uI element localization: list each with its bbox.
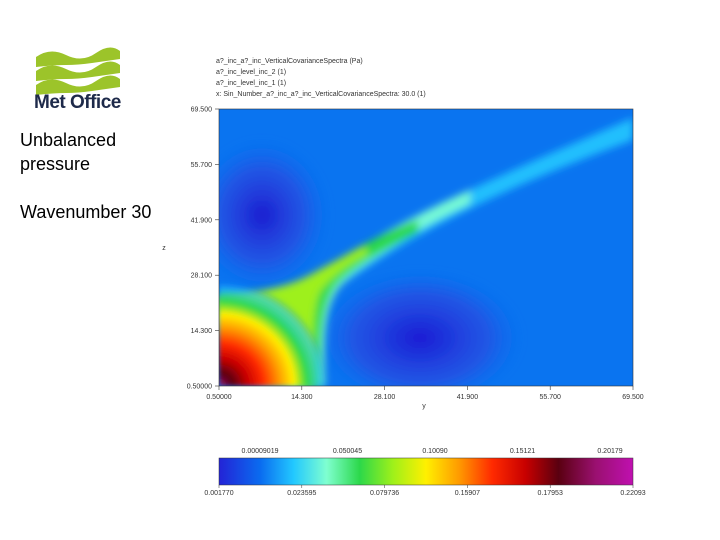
colorbar-bottom-label: 0.023595 <box>287 490 316 497</box>
y-tick-label: 41.900 <box>191 217 213 224</box>
colorbar-bottom-label: 0.15907 <box>455 490 480 497</box>
x-tick-label: 0.50000 <box>206 394 231 401</box>
heatmap-field <box>219 109 633 386</box>
colorbar-bottom-label: 0.001770 <box>204 490 233 497</box>
logo-wave-1 <box>36 47 120 67</box>
x-tick-label: 41.900 <box>457 394 479 401</box>
plot-frame <box>218 108 634 387</box>
y-axis: 0.50000 14.300 28.100 41.900 55.700 69.500 <box>187 107 219 391</box>
colorbar-bottom-label: 0.079736 <box>370 490 399 497</box>
x-tick-label: 69.500 <box>622 394 644 401</box>
y-tick-label: 55.700 <box>191 162 213 169</box>
x-tick-label: 28.100 <box>374 394 396 401</box>
y-tick-label: 0.50000 <box>187 384 212 391</box>
low-region-left <box>219 137 332 293</box>
plot-header-line: x: Sin_Number_a?_inc_a?_inc_VerticalCova… <box>216 91 426 98</box>
logo-wave-3 <box>36 75 120 95</box>
y-tick-label: 69.500 <box>191 107 213 114</box>
x-axis: 0.50000 14.300 28.100 41.900 55.700 69.500 <box>206 386 644 401</box>
colorbar-bottom-label: 0.22093 <box>620 490 645 497</box>
logo-wave-2 <box>36 61 120 81</box>
x-tick-label: 14.300 <box>291 394 313 401</box>
y-axis-label: z <box>162 245 166 252</box>
colorbar-top-label: 0.00009019 <box>242 448 279 455</box>
wavenumber-label: Wavenumber 30 <box>20 202 152 222</box>
variable-label: Unbalanced pressure <box>20 130 117 174</box>
plot-header: a?_inc_a?_inc_VerticalCovarianceSpectra … <box>216 56 426 100</box>
plot-header-line: a?_inc_level_inc_2 (1) <box>216 69 287 76</box>
colorbar-top-label: 0.050045 <box>333 448 362 455</box>
colorbar-bottom-labels: 0.001770 0.023595 0.079736 0.15907 0.17953 0.… <box>204 485 646 497</box>
x-tick-label: 55.700 <box>539 394 561 401</box>
plot-header-line: a?_inc_level_inc_1 (1) <box>216 80 287 87</box>
y-tick-label: 14.300 <box>191 328 213 335</box>
colorbar-top-label: 0.10090 <box>422 448 447 455</box>
plot-header-line: a?_inc_a?_inc_VerticalCovarianceSpectra … <box>216 58 363 65</box>
colorbar-top-label: 0.15121 <box>510 448 535 455</box>
x-axis-label: y <box>422 403 426 410</box>
colorbar-bottom-label: 0.17953 <box>538 490 563 497</box>
colorbar <box>218 457 634 486</box>
colorbar-top-labels: 0.00009019 0.050045 0.10090 0.15121 0.20179 <box>242 448 623 455</box>
low-region-right <box>315 268 525 386</box>
met-office-logo-waves <box>36 47 120 95</box>
colorbar-top-label: 0.20179 <box>597 448 622 455</box>
peak-region <box>219 280 329 386</box>
y-tick-label: 28.100 <box>191 273 213 280</box>
met-office-wordmark: Met Office <box>34 92 121 113</box>
